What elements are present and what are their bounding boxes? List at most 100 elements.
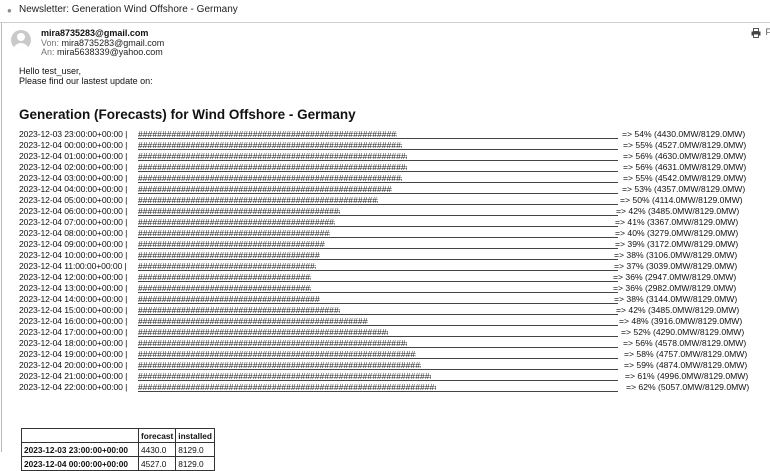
bar-fill: ########################################…	[138, 360, 421, 371]
table-header-cell: forecast	[139, 429, 176, 443]
table-row-header: 2023-12-04 00:00:00+00:00	[22, 457, 139, 471]
bar-fill: #######################################	[138, 261, 316, 272]
row-timestamp: 2023-12-04 18:00:00+00:00 |	[19, 338, 135, 349]
to-address[interactable]: mira5638339@yahoo.com	[57, 47, 163, 57]
bar-fill: ########################################	[138, 294, 320, 305]
forecast-row: 2023-12-04 11:00:00+00:00 |#############…	[19, 261, 135, 272]
to-line: An: mira5638339@yahoo.com	[41, 47, 163, 57]
row-timestamp: 2023-12-03 23:00:00+00:00 |	[19, 129, 135, 140]
row-timestamp: 2023-12-04 19:00:00+00:00 |	[19, 349, 135, 360]
forecast-row: 2023-12-04 12:00:00+00:00 |#############…	[19, 272, 135, 283]
table-header-cell: installed	[176, 429, 215, 443]
row-result: => 53% (4357.0MW/8129.0MW)	[622, 184, 745, 195]
avatar-icon	[11, 30, 31, 50]
row-timestamp: 2023-12-04 06:00:00+00:00 |	[19, 206, 135, 217]
table-header-cell	[22, 429, 139, 443]
email-intro: Hello test_user, Please find our lastest…	[19, 66, 153, 86]
bar-fill: ########################################…	[138, 371, 431, 382]
row-timestamp: 2023-12-04 21:00:00+00:00 |	[19, 371, 135, 382]
bar-fill: ########################################…	[138, 162, 407, 173]
row-timestamp: 2023-12-04 15:00:00+00:00 |	[19, 305, 135, 316]
row-result: => 40% (3279.0MW/8129.0MW)	[615, 228, 738, 239]
row-timestamp: 2023-12-04 04:00:00+00:00 |	[19, 184, 135, 195]
row-timestamp: 2023-12-04 09:00:00+00:00 |	[19, 239, 135, 250]
row-result: => 42% (3485.0MW/8129.0MW)	[616, 305, 739, 316]
forecast-row: 2023-12-04 18:00:00+00:00 |#############…	[19, 338, 135, 349]
email-panel: mira8735283@gmail.com Von: mira8735283@g…	[1, 22, 770, 452]
forecast-row: 2023-12-03 23:00:00+00:00 |#############…	[19, 129, 135, 140]
forecast-row: 2023-12-04 07:00:00+00:00 |#############…	[19, 217, 135, 228]
row-timestamp: 2023-12-04 03:00:00+00:00 |	[19, 173, 135, 184]
bar-fill: ########################################…	[138, 338, 407, 349]
printer-icon[interactable]	[751, 28, 761, 38]
table-cell: 4527.0	[139, 457, 176, 471]
row-result: => 52% (4290.0MW/8129.0MW)	[621, 327, 744, 338]
more-icon[interactable]: F	[766, 27, 770, 37]
row-result: => 36% (2947.0MW/8129.0MW)	[613, 272, 736, 283]
forecast-row: 2023-12-04 02:00:00+00:00 |#############…	[19, 162, 135, 173]
forecast-row: 2023-12-04 19:00:00+00:00 |#############…	[19, 349, 135, 360]
row-result: => 42% (3485.0MW/8129.0MW)	[616, 206, 739, 217]
row-timestamp: 2023-12-04 07:00:00+00:00 |	[19, 217, 135, 228]
forecast-row: 2023-12-04 10:00:00+00:00 |#############…	[19, 250, 135, 261]
bar-fill: ########################################…	[138, 140, 402, 151]
forecast-row: 2023-12-04 14:00:00+00:00 |#############…	[19, 294, 135, 305]
row-result: => 41% (3367.0MW/8129.0MW)	[615, 217, 738, 228]
row-timestamp: 2023-12-04 22:00:00+00:00 |	[19, 382, 135, 393]
sender-address[interactable]: mira8735283@gmail.com	[41, 28, 148, 38]
row-timestamp: 2023-12-04 12:00:00+00:00 |	[19, 272, 135, 283]
bar-fill: ########################################…	[138, 316, 368, 327]
forecast-row: 2023-12-04 01:00:00+00:00 |#############…	[19, 151, 135, 162]
bar-fill: ########################################…	[138, 173, 402, 184]
row-result: => 56% (4630.0MW/8129.0MW)	[623, 151, 746, 162]
row-timestamp: 2023-12-04 20:00:00+00:00 |	[19, 360, 135, 371]
forecast-row: 2023-12-04 16:00:00+00:00 |#############…	[19, 316, 135, 327]
row-timestamp: 2023-12-04 00:00:00+00:00 |	[19, 140, 135, 151]
forecast-row: 2023-12-04 08:00:00+00:00 |#############…	[19, 228, 135, 239]
forecast-row: 2023-12-04 21:00:00+00:00 |#############…	[19, 371, 135, 382]
bar-fill: ########################################…	[138, 382, 436, 393]
row-result: => 56% (4578.0MW/8129.0MW)	[623, 338, 746, 349]
bar-fill: ########################################	[138, 250, 320, 261]
row-result: => 36% (2982.0MW/8129.0MW)	[613, 283, 736, 294]
window-title: Newsletter: Generation Wind Offshore - G…	[19, 4, 238, 15]
bar-fill: ########################################…	[138, 349, 416, 360]
row-timestamp: 2023-12-04 02:00:00+00:00 |	[19, 162, 135, 173]
row-result: => 39% (3172.0MW/8129.0MW)	[615, 239, 738, 250]
forecast-row: 2023-12-04 00:00:00+00:00 |#############…	[19, 140, 135, 151]
window-titlebar: ● Newsletter: Generation Wind Offshore -…	[0, 0, 770, 23]
row-result: => 38% (3106.0MW/8129.0MW)	[614, 250, 737, 261]
row-timestamp: 2023-12-04 16:00:00+00:00 |	[19, 316, 135, 327]
row-result: => 56% (4631.0MW/8129.0MW)	[623, 162, 746, 173]
row-timestamp: 2023-12-04 17:00:00+00:00 |	[19, 327, 135, 338]
forecast-row: 2023-12-04 13:00:00+00:00 |#############…	[19, 283, 135, 294]
bar-fill: ########################################…	[138, 129, 397, 140]
table-cell: 8129.0	[176, 443, 215, 457]
forecast-row: 2023-12-04 17:00:00+00:00 |#############…	[19, 327, 135, 338]
row-result: => 37% (3039.0MW/8129.0MW)	[614, 261, 737, 272]
bar-fill: ########################################…	[138, 228, 330, 239]
forecast-row: 2023-12-04 15:00:00+00:00 |#############…	[19, 305, 135, 316]
email-header: mira8735283@gmail.com Von: mira8735283@g…	[2, 23, 770, 61]
row-result: => 61% (4996.0MW/8129.0MW)	[625, 371, 748, 382]
forecast-row: 2023-12-04 03:00:00+00:00 |#############…	[19, 173, 135, 184]
row-result: => 48% (3916.0MW/8129.0MW)	[619, 316, 742, 327]
forecast-row: 2023-12-04 09:00:00+00:00 |#############…	[19, 239, 135, 250]
bar-fill: ########################################…	[138, 305, 340, 316]
bar-fill: ########################################…	[138, 151, 407, 162]
forecast-row: 2023-12-04 06:00:00+00:00 |#############…	[19, 206, 135, 217]
bar-fill: ########################################…	[138, 195, 378, 206]
row-result: => 55% (4542.0MW/8129.0MW)	[623, 173, 746, 184]
forecast-row: 2023-12-04 04:00:00+00:00 |#############…	[19, 184, 135, 195]
row-timestamp: 2023-12-04 13:00:00+00:00 |	[19, 283, 135, 294]
row-result: => 54% (4430.0MW/8129.0MW)	[622, 129, 745, 140]
bar-fill: ########################################…	[138, 184, 392, 195]
row-result: => 62% (5057.0MW/8129.0MW)	[626, 382, 749, 393]
bar-fill: ######################################	[138, 272, 311, 283]
bar-fill: ########################################…	[138, 239, 325, 250]
row-result: => 59% (4874.0MW/8129.0MW)	[624, 360, 747, 371]
